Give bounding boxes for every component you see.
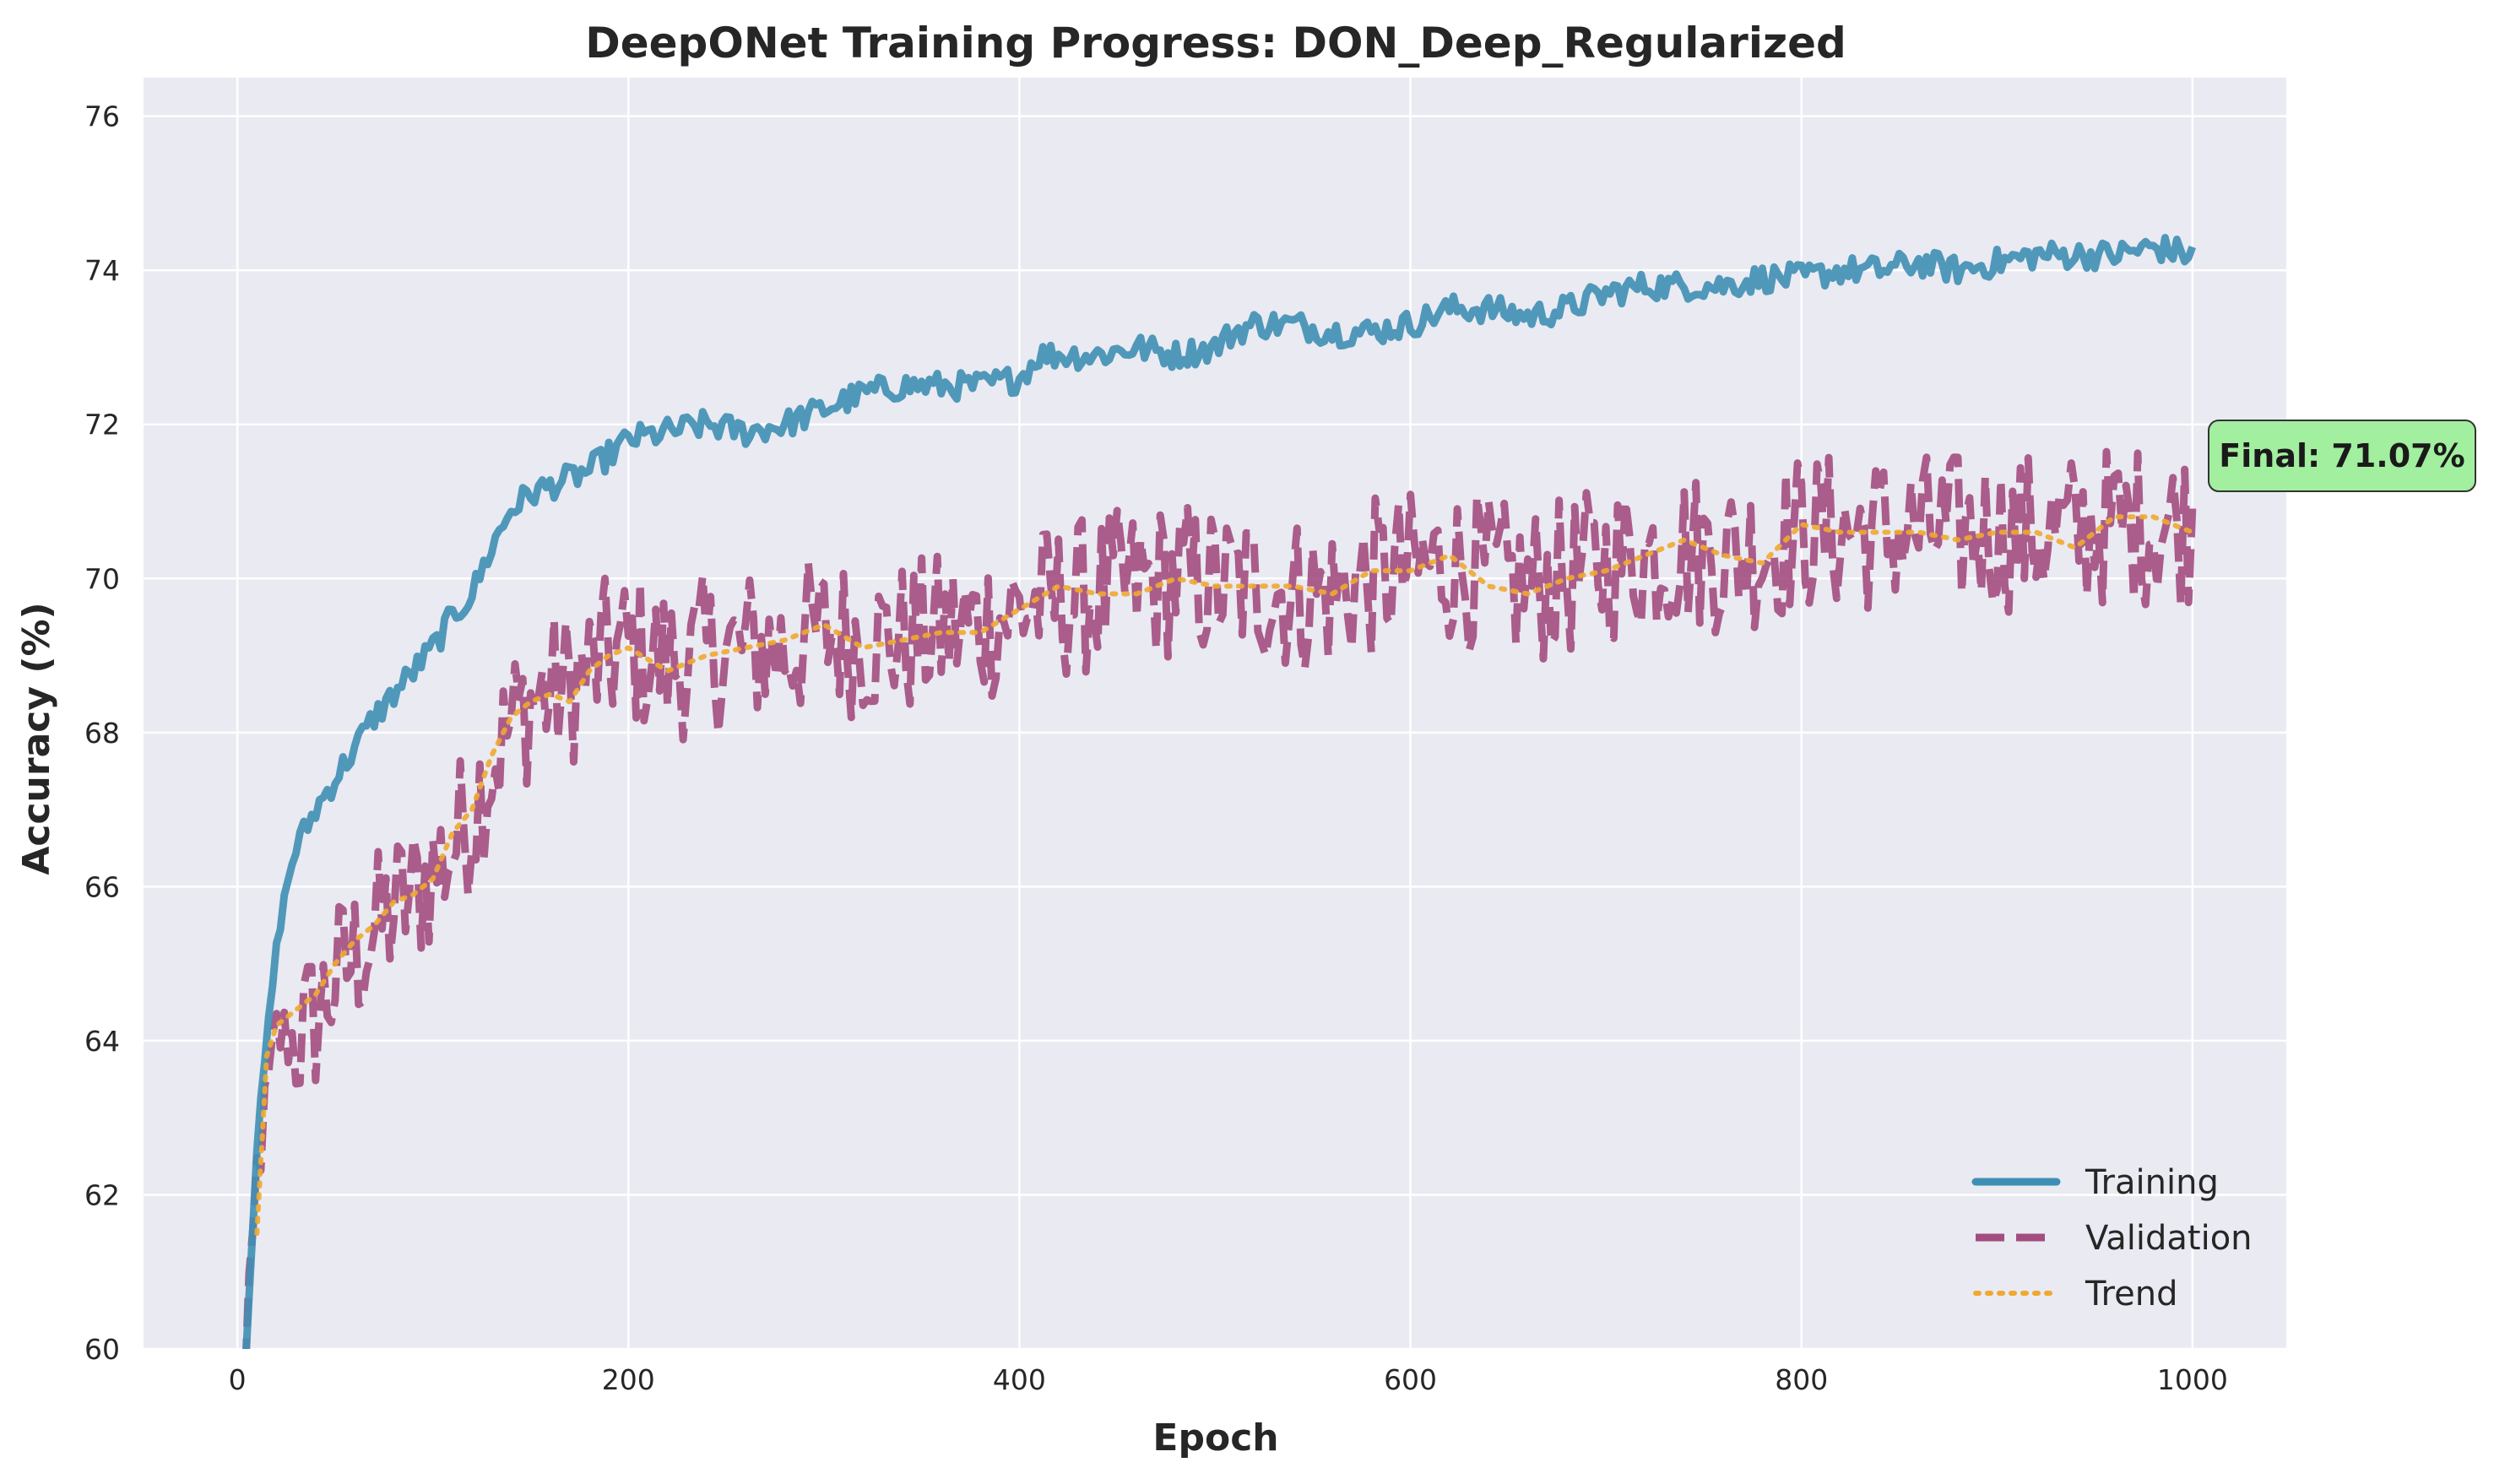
- y-tick-label: 68: [84, 717, 120, 750]
- x-tick-label: 0: [229, 1363, 247, 1396]
- y-tick-label: 66: [84, 870, 120, 903]
- y-tick-label: 70: [84, 562, 120, 595]
- axis-ticks: 0 200 400 600 800 1000 60 62 64 66 68 70 72 74 76: [84, 100, 2228, 1396]
- y-tick-label: 60: [84, 1333, 120, 1366]
- legend-label-trend: Trend: [2085, 1275, 2177, 1313]
- legend: Training Validation Trend: [1971, 1163, 2253, 1313]
- legend-label-validation: Validation: [2085, 1219, 2253, 1258]
- plot-area: [144, 78, 2286, 1349]
- x-tick-label: 1000: [2157, 1363, 2228, 1396]
- y-tick-label: 62: [84, 1178, 120, 1211]
- annotation-box: [2208, 420, 2476, 492]
- legend-label-training: Training: [2085, 1163, 2219, 1202]
- annotation-text: Final: 71.07%: [2219, 437, 2464, 474]
- x-tick-label: 800: [1775, 1363, 1828, 1396]
- x-tick-label: 200: [602, 1363, 655, 1396]
- grid-lines: [144, 78, 2286, 1351]
- series-line-trend: [254, 514, 2195, 1237]
- series-line-validation: [242, 447, 2197, 1349]
- x-tick-label: 400: [993, 1363, 1046, 1396]
- series-line-training: [242, 234, 2197, 1349]
- x-axis-label: Epoch: [1152, 1416, 1278, 1460]
- y-tick-label: 74: [84, 254, 120, 287]
- y-tick-label: 64: [84, 1025, 120, 1058]
- y-axis-label: Accuracy (%): [15, 602, 58, 875]
- x-tick-label: 600: [1384, 1363, 1437, 1396]
- final-annotation: Final: 71.07%: [2208, 420, 2476, 492]
- y-tick-label: 76: [84, 100, 120, 133]
- chart-title: DeepONet Training Progress: DON_Deep_Reg…: [585, 19, 1846, 68]
- series-layer: [242, 234, 2197, 1349]
- y-tick-label: 72: [84, 409, 120, 441]
